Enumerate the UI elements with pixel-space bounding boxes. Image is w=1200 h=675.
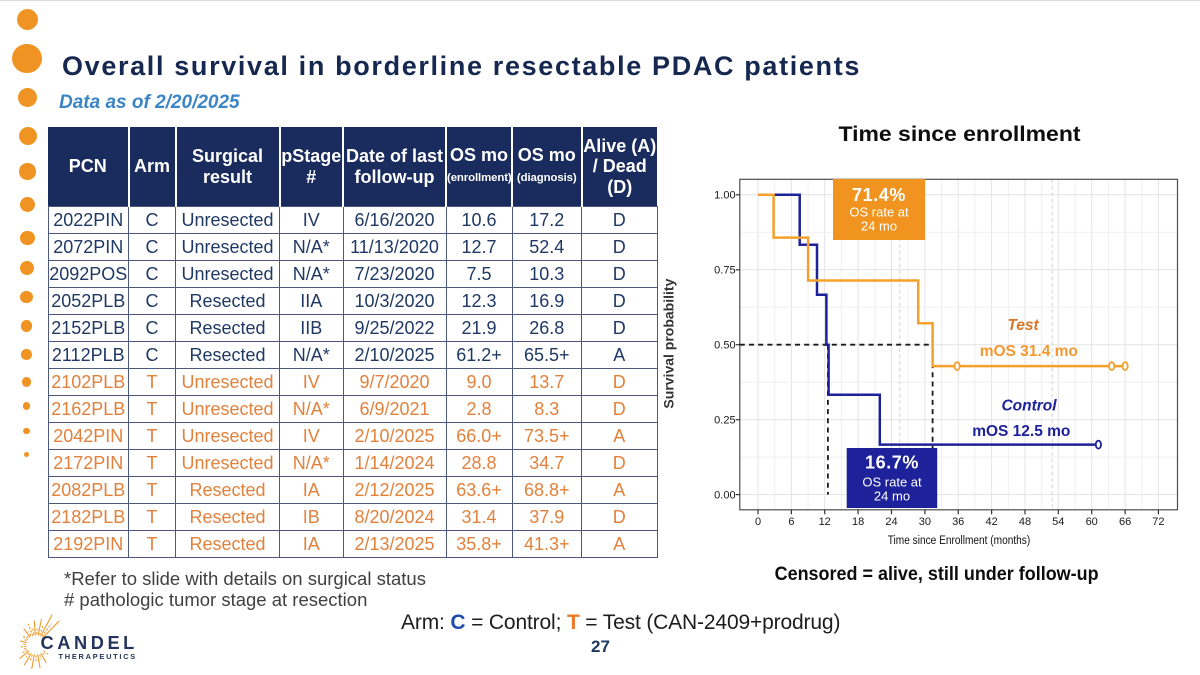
svg-text:0.25: 0.25 bbox=[714, 415, 735, 427]
svg-text:Control: Control bbox=[1001, 398, 1057, 415]
svg-text:24 mo: 24 mo bbox=[861, 219, 897, 234]
svg-text:mOS 12.5 mo: mOS 12.5 mo bbox=[972, 423, 1070, 440]
svg-text:66: 66 bbox=[1119, 516, 1131, 528]
svg-text:0.75: 0.75 bbox=[714, 265, 735, 277]
svg-text:36: 36 bbox=[952, 516, 964, 528]
svg-text:18: 18 bbox=[852, 516, 864, 528]
svg-text:1.00: 1.00 bbox=[714, 190, 735, 202]
svg-text:OS rate at: OS rate at bbox=[862, 475, 922, 490]
svg-text:48: 48 bbox=[1019, 516, 1031, 528]
svg-text:Time since Enrollment (months): Time since Enrollment (months) bbox=[888, 535, 1031, 547]
svg-text:0.00: 0.00 bbox=[714, 489, 735, 501]
svg-text:72: 72 bbox=[1152, 516, 1164, 528]
svg-text:24 mo: 24 mo bbox=[874, 488, 910, 503]
svg-text:24: 24 bbox=[885, 516, 897, 528]
svg-text:60: 60 bbox=[1086, 516, 1098, 528]
svg-text:OS rate at: OS rate at bbox=[849, 204, 909, 219]
svg-text:CANDEL: CANDEL bbox=[41, 633, 138, 653]
svg-text:71.4%: 71.4% bbox=[852, 185, 906, 205]
svg-text:6: 6 bbox=[788, 516, 794, 528]
svg-text:42: 42 bbox=[985, 516, 997, 528]
svg-text:30: 30 bbox=[919, 516, 931, 528]
svg-text:Test: Test bbox=[1007, 317, 1039, 334]
svg-text:0.50: 0.50 bbox=[714, 340, 735, 352]
svg-text:mOS 31.4 mo: mOS 31.4 mo bbox=[980, 343, 1078, 360]
svg-text:Survival probability: Survival probability bbox=[661, 278, 677, 408]
svg-text:THERAPEUTICS: THERAPEUTICS bbox=[59, 652, 138, 661]
svg-text:Time since enrollment: Time since enrollment bbox=[839, 123, 1081, 146]
svg-text:0: 0 bbox=[755, 516, 761, 528]
svg-text:54: 54 bbox=[1052, 516, 1064, 528]
svg-text:Censored = alive, still under: Censored = alive, still under follow-up bbox=[775, 563, 1099, 585]
svg-text:16.7%: 16.7% bbox=[865, 453, 919, 473]
svg-text:12: 12 bbox=[819, 516, 831, 528]
